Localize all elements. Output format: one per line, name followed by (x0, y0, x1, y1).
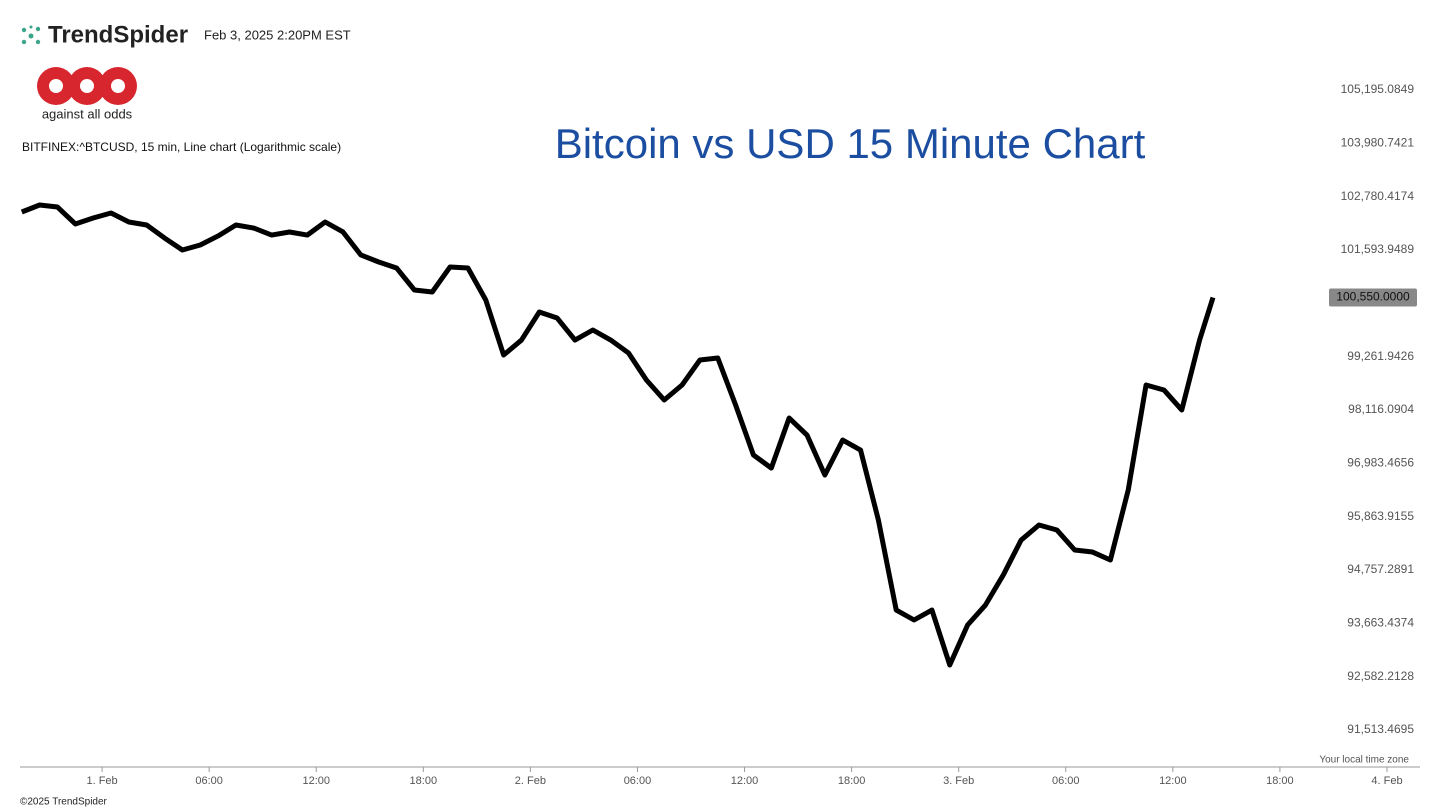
footer: ©2025 TrendSpider (20, 797, 108, 808)
subtitle: BITFINEX:^BTCUSD, 15 min, Line chart (Lo… (22, 140, 341, 154)
y-tick-label: 102,780.4174 (1341, 189, 1415, 203)
y-tick-label: 94,757.2891 (1347, 562, 1414, 576)
price-line (20, 202, 1216, 668)
y-tick-label: 92,582.2128 (1347, 669, 1414, 683)
logo (37, 67, 137, 105)
x-tick-label: 18:00 (410, 775, 438, 787)
timestamp: Feb 3, 2025 2:20PM EST (204, 27, 351, 42)
y-tick-label: 99,261.9426 (1347, 349, 1414, 363)
y-tick-label: 93,663.4374 (1347, 616, 1414, 630)
x-tick-label: 3. Feb (943, 775, 974, 787)
x-tick-label: 12:00 (731, 775, 759, 787)
chart-title: Bitcoin vs USD 15 Minute Chart (555, 120, 1146, 167)
y-tick-label: 95,863.9155 (1347, 509, 1414, 523)
x-tick-label: 06:00 (624, 775, 652, 787)
x-tick-label: 06:00 (1052, 775, 1080, 787)
y-tick-label: 103,980.7421 (1341, 135, 1415, 149)
x-tick-label: 06:00 (195, 775, 223, 787)
x-tick-label: 1. Feb (86, 775, 117, 787)
x-tick-label: 12:00 (1159, 775, 1187, 787)
y-tick-label: 105,195.0849 (1341, 82, 1415, 96)
y-tick-label: 96,983.4656 (1347, 456, 1414, 470)
timezone-note: Your local time zone (1319, 755, 1409, 766)
x-tick-label: 18:00 (838, 775, 866, 787)
last-price-box (1329, 288, 1417, 307)
x-tick-label: 12:00 (302, 775, 330, 787)
brand-icon (21, 25, 41, 45)
y-tick-label: 98,116.0904 (1348, 402, 1414, 416)
x-tick-label: 4. Feb (1371, 775, 1402, 787)
x-tick-label: 18:00 (1266, 775, 1294, 787)
logo-text: against all odds (42, 106, 133, 121)
brand: TrendSpider (48, 21, 188, 48)
x-tick-label: 2. Feb (515, 775, 546, 787)
y-tick-label: 101,593.9489 (1341, 242, 1415, 256)
last-price-label: 100,550.0000 (1336, 290, 1410, 304)
y-tick-label: 91,513.4695 (1347, 722, 1414, 736)
